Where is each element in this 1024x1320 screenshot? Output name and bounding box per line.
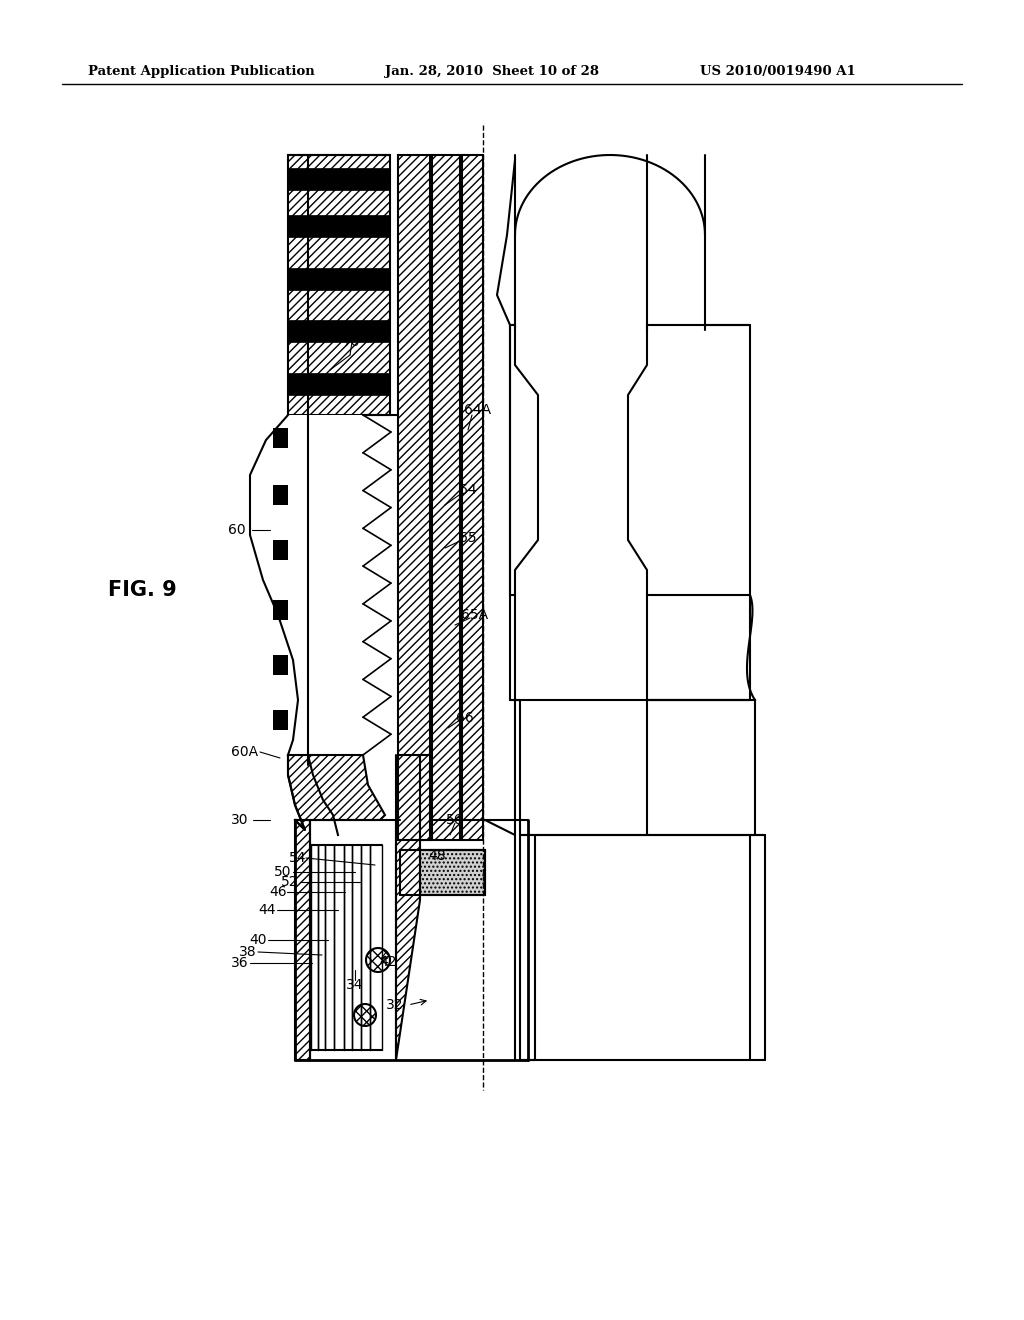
Text: 48: 48 — [428, 849, 445, 863]
Text: 66: 66 — [456, 711, 474, 725]
Text: 65A: 65A — [462, 609, 488, 622]
Polygon shape — [396, 820, 420, 1060]
Polygon shape — [288, 319, 390, 342]
Text: 46: 46 — [269, 884, 287, 899]
Text: 60: 60 — [228, 523, 246, 537]
Polygon shape — [288, 215, 390, 238]
Text: 38: 38 — [240, 945, 257, 960]
Text: 70: 70 — [343, 335, 360, 348]
Text: FIG. 9: FIG. 9 — [108, 579, 177, 601]
Polygon shape — [325, 845, 334, 1049]
Polygon shape — [288, 268, 390, 290]
Text: 42: 42 — [379, 954, 396, 969]
Polygon shape — [288, 154, 390, 414]
Text: US 2010/0019490 A1: US 2010/0019490 A1 — [700, 66, 856, 78]
Text: 40: 40 — [249, 933, 266, 946]
Text: 56: 56 — [446, 813, 464, 828]
Text: 30: 30 — [231, 813, 249, 828]
Polygon shape — [398, 755, 430, 840]
Polygon shape — [273, 428, 362, 447]
Polygon shape — [344, 845, 352, 1049]
Polygon shape — [288, 168, 390, 190]
Text: 34: 34 — [346, 978, 364, 993]
Text: 50: 50 — [274, 865, 292, 879]
Polygon shape — [398, 154, 430, 840]
Text: 54: 54 — [289, 851, 307, 865]
Circle shape — [354, 1005, 376, 1026]
Polygon shape — [432, 154, 460, 840]
Text: Patent Application Publication: Patent Application Publication — [88, 66, 314, 78]
Polygon shape — [288, 755, 385, 830]
Polygon shape — [288, 414, 362, 755]
Polygon shape — [273, 484, 362, 506]
Text: 60A: 60A — [231, 744, 259, 759]
Text: 44: 44 — [258, 903, 275, 917]
Text: Jan. 28, 2010  Sheet 10 of 28: Jan. 28, 2010 Sheet 10 of 28 — [385, 66, 599, 78]
Polygon shape — [462, 154, 483, 840]
Text: 36: 36 — [231, 956, 249, 970]
Polygon shape — [273, 710, 362, 730]
Polygon shape — [273, 655, 362, 675]
Polygon shape — [273, 601, 362, 620]
Text: 64: 64 — [459, 483, 477, 498]
Polygon shape — [295, 820, 310, 1060]
Text: 52: 52 — [282, 875, 299, 888]
Polygon shape — [311, 845, 318, 1049]
Polygon shape — [400, 850, 485, 895]
Circle shape — [366, 948, 390, 972]
Polygon shape — [273, 540, 362, 560]
Polygon shape — [288, 374, 390, 395]
Text: 65: 65 — [459, 531, 477, 545]
Text: 64A: 64A — [465, 403, 492, 417]
Polygon shape — [361, 845, 370, 1049]
Text: 32: 32 — [386, 998, 403, 1012]
